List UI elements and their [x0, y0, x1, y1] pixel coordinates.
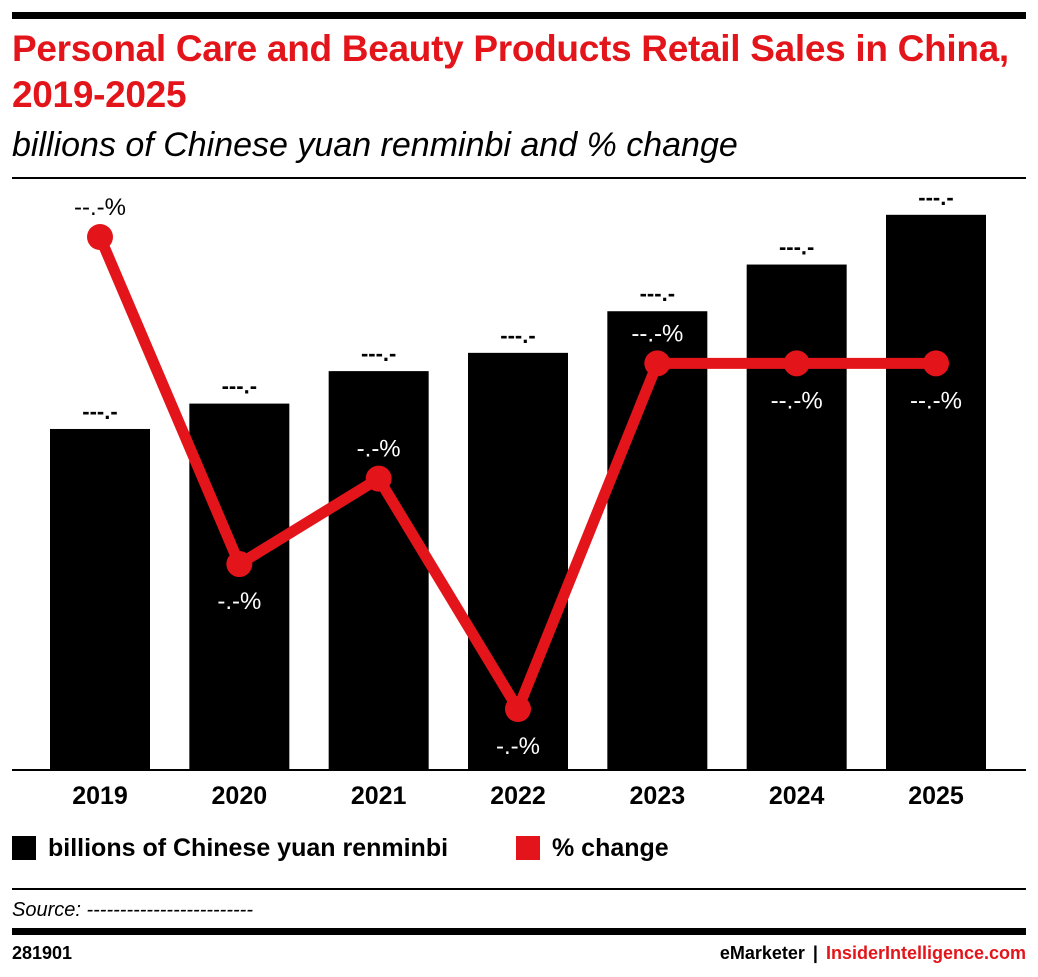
line-label-2025: --.-% — [910, 387, 962, 414]
chart-title: Personal Care and Beauty Products Retail… — [12, 28, 1009, 115]
bottom-rule — [12, 928, 1026, 935]
x-axis-baseline — [12, 769, 1026, 771]
legend-swatch-bars — [12, 836, 36, 860]
line-label-2020: -.-% — [217, 588, 261, 615]
brand-separator: | — [812, 943, 818, 963]
line-label-2019: --.-% — [74, 194, 126, 221]
chart-subtitle: billions of Chinese yuan renminbi and % … — [12, 126, 738, 164]
brand-footer: eMarketer | InsiderIntelligence.com — [720, 943, 1026, 964]
bar-2024 — [746, 264, 847, 769]
legend-label-bars: billions of Chinese yuan renminbi — [48, 833, 449, 862]
legend-item-bars: billions of Chinese yuan renminbi — [12, 833, 448, 863]
x-tick-label-2021: 2021 — [351, 782, 407, 810]
line-label-2024: --.-% — [771, 387, 823, 414]
brand-emarketer: eMarketer — [719, 943, 805, 963]
header-divider — [12, 177, 1026, 179]
line-label-2022: -.-% — [496, 733, 540, 760]
x-tick-label-2022: 2022 — [490, 782, 546, 810]
line-label-2021: -.-% — [357, 436, 401, 463]
line-point-2025 — [923, 350, 949, 377]
line-point-2020 — [226, 551, 253, 578]
x-tick-label-2020: 2020 — [212, 782, 268, 810]
chart-id: 281901 — [12, 943, 73, 963]
legend-swatch-line — [516, 836, 540, 860]
bar-label-2020: ---.- — [222, 374, 257, 399]
line-point-2019 — [87, 224, 113, 250]
source-note: Source: ------------------------- — [12, 899, 253, 921]
line-label-2023: --.-% — [631, 320, 683, 347]
combo-chart: ---.- ---.- ---.- ---.- ---.- ---.- ---.- 2019 2… — [12, 185, 1026, 810]
bar-2021 — [328, 371, 429, 769]
brand-insider-intelligence: InsiderIntelligence.com — [825, 943, 1026, 963]
line-point-2024 — [783, 350, 810, 377]
bar-label-2024: ---.- — [779, 235, 814, 260]
x-tick-label-2019: 2019 — [72, 782, 128, 810]
bar-2019 — [50, 428, 150, 769]
bar-label-2023: ---.- — [640, 281, 675, 306]
legend-label-line: % change — [552, 833, 669, 862]
legend-item-line: % change — [516, 833, 669, 863]
bar-label-2025: ---.- — [918, 185, 953, 210]
line-point-2022 — [505, 696, 531, 722]
x-tick-label-2024: 2024 — [769, 782, 825, 810]
bar-2023 — [607, 311, 708, 769]
bar-label-2019: ---.- — [82, 399, 117, 424]
footer-divider — [12, 888, 1026, 890]
bar-2020 — [189, 403, 290, 769]
x-tick-label-2023: 2023 — [630, 782, 686, 810]
x-tick-label-2025: 2025 — [908, 782, 964, 810]
bar-2025 — [886, 214, 986, 769]
line-point-2023 — [644, 350, 671, 377]
bar-label-2021: ---.- — [361, 341, 396, 366]
line-point-2021 — [365, 465, 392, 492]
top-rule — [12, 12, 1026, 19]
bar-label-2022: ---.- — [500, 323, 535, 348]
